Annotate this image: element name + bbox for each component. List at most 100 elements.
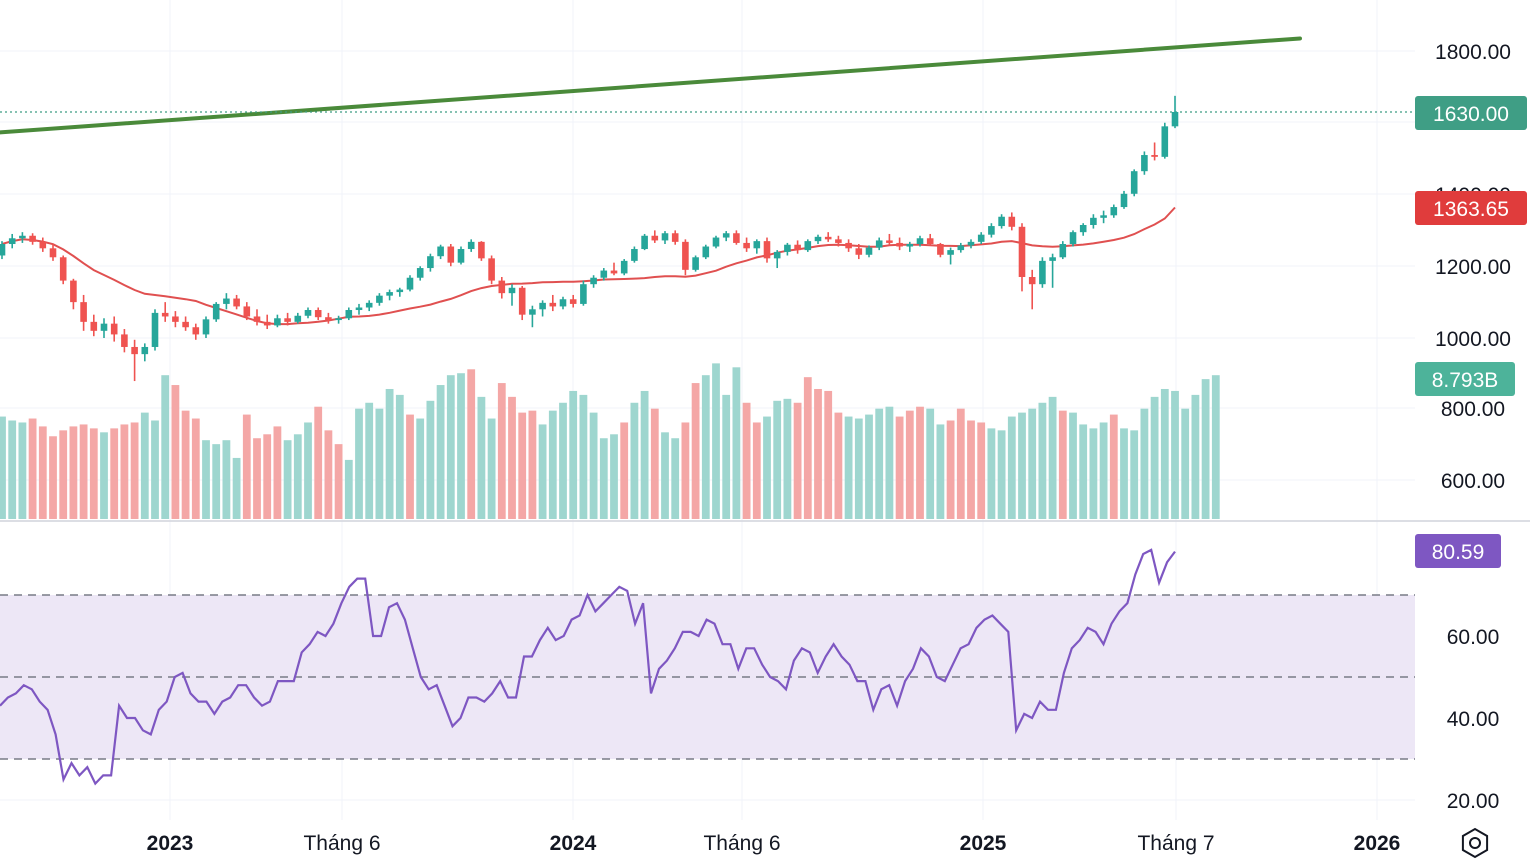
candle-body [1079, 224, 1087, 233]
volume-bar [69, 426, 78, 519]
trendline[interactable] [0, 36, 1415, 135]
candle-body [59, 257, 67, 281]
candle-body [192, 327, 200, 335]
candle [406, 275, 414, 292]
candle-body [467, 241, 475, 250]
volume-badge: 8.793B [1415, 362, 1515, 396]
candle [733, 230, 740, 245]
candle [692, 255, 699, 272]
candle-body [70, 280, 77, 303]
volume-bar [171, 385, 180, 519]
volume-bar [426, 400, 435, 519]
volume-bar [712, 363, 720, 519]
candle [722, 231, 730, 242]
volume-bar [0, 416, 6, 519]
candle-body [263, 321, 271, 326]
volume-bar [518, 412, 527, 519]
candle [335, 315, 342, 324]
time-axis-label: Tháng 6 [703, 832, 780, 855]
candle [671, 230, 679, 245]
candle-body [141, 346, 149, 355]
price-axis[interactable]: 1800.001600.001400.001200.001000.00800.0… [1435, 41, 1511, 813]
time-axis[interactable]: 2023 Tháng 6 2024 Tháng 6 2025 Tháng 7 2026 [147, 832, 1401, 855]
volume-bar [936, 424, 945, 519]
volume-bar [1089, 428, 1098, 519]
candle-body [712, 237, 720, 247]
candle [1059, 241, 1067, 260]
volume-bar [681, 422, 690, 519]
candle [1171, 95, 1179, 129]
rsi-value-badge: 80.59 [1415, 534, 1501, 568]
candle [508, 284, 516, 306]
volume-bar [89, 428, 98, 519]
candle-body [957, 245, 965, 251]
candle [274, 314, 281, 328]
candle [345, 307, 353, 321]
candle-body [620, 260, 628, 274]
volume-bar [701, 375, 710, 519]
candle [59, 255, 67, 285]
volume-bar [763, 416, 771, 519]
candle-body [651, 235, 659, 241]
volume-bar [803, 377, 812, 519]
time-axis-label: 2025 [960, 832, 1007, 855]
time-axis-label: 2023 [147, 832, 194, 855]
candle [967, 239, 975, 249]
candle-body [8, 238, 16, 245]
volume-badge-text: 8.793B [1432, 369, 1499, 392]
candle-body [1039, 260, 1046, 285]
rsi-tick-label: 20.00 [1447, 790, 1500, 813]
candle-body [896, 242, 903, 247]
volume-bar [477, 396, 486, 519]
candle [1130, 169, 1138, 197]
candle-body [365, 302, 373, 308]
candle-body [110, 323, 118, 335]
volume-bar [987, 428, 996, 519]
candle [100, 318, 108, 338]
candle [416, 266, 424, 281]
candle [192, 323, 200, 340]
candle-body [671, 233, 679, 242]
volume-bar [436, 385, 445, 519]
price-tick-label: 1800.00 [1435, 41, 1511, 64]
volume-bar [8, 420, 17, 519]
volume-bar [273, 426, 282, 519]
candle-body [314, 310, 322, 318]
volume-bar [49, 436, 57, 519]
candle-body [325, 317, 332, 321]
candle-body [284, 318, 291, 322]
volume-bar [314, 406, 323, 519]
volume-bar [508, 396, 516, 519]
candle-body [600, 270, 608, 278]
volume-bar [457, 373, 465, 519]
volume-bar [722, 394, 731, 519]
candle [294, 312, 302, 324]
candle [804, 239, 812, 252]
volume-bar [1120, 428, 1128, 519]
candle-body [937, 244, 944, 255]
volume-bar [151, 420, 159, 519]
settings-icon[interactable] [1461, 827, 1489, 859]
candle [865, 245, 873, 258]
candle [794, 240, 801, 254]
candle-body [926, 238, 934, 245]
candle-body [304, 310, 312, 316]
volume-bar [956, 408, 965, 519]
candle-body [161, 312, 169, 317]
candle-body [151, 312, 159, 347]
candle-body [172, 316, 179, 322]
volume-bar [38, 426, 47, 519]
volume-bar [1018, 412, 1026, 519]
candle [90, 314, 98, 337]
candle [600, 268, 608, 281]
candle [661, 231, 669, 245]
candle [0, 241, 6, 260]
volume-bar [334, 444, 343, 519]
candle-body [100, 323, 108, 331]
candle-body [1141, 155, 1148, 172]
candle-body [223, 298, 230, 304]
candle-body [131, 346, 138, 355]
volume-bar [528, 410, 537, 519]
candle-body [19, 235, 26, 239]
